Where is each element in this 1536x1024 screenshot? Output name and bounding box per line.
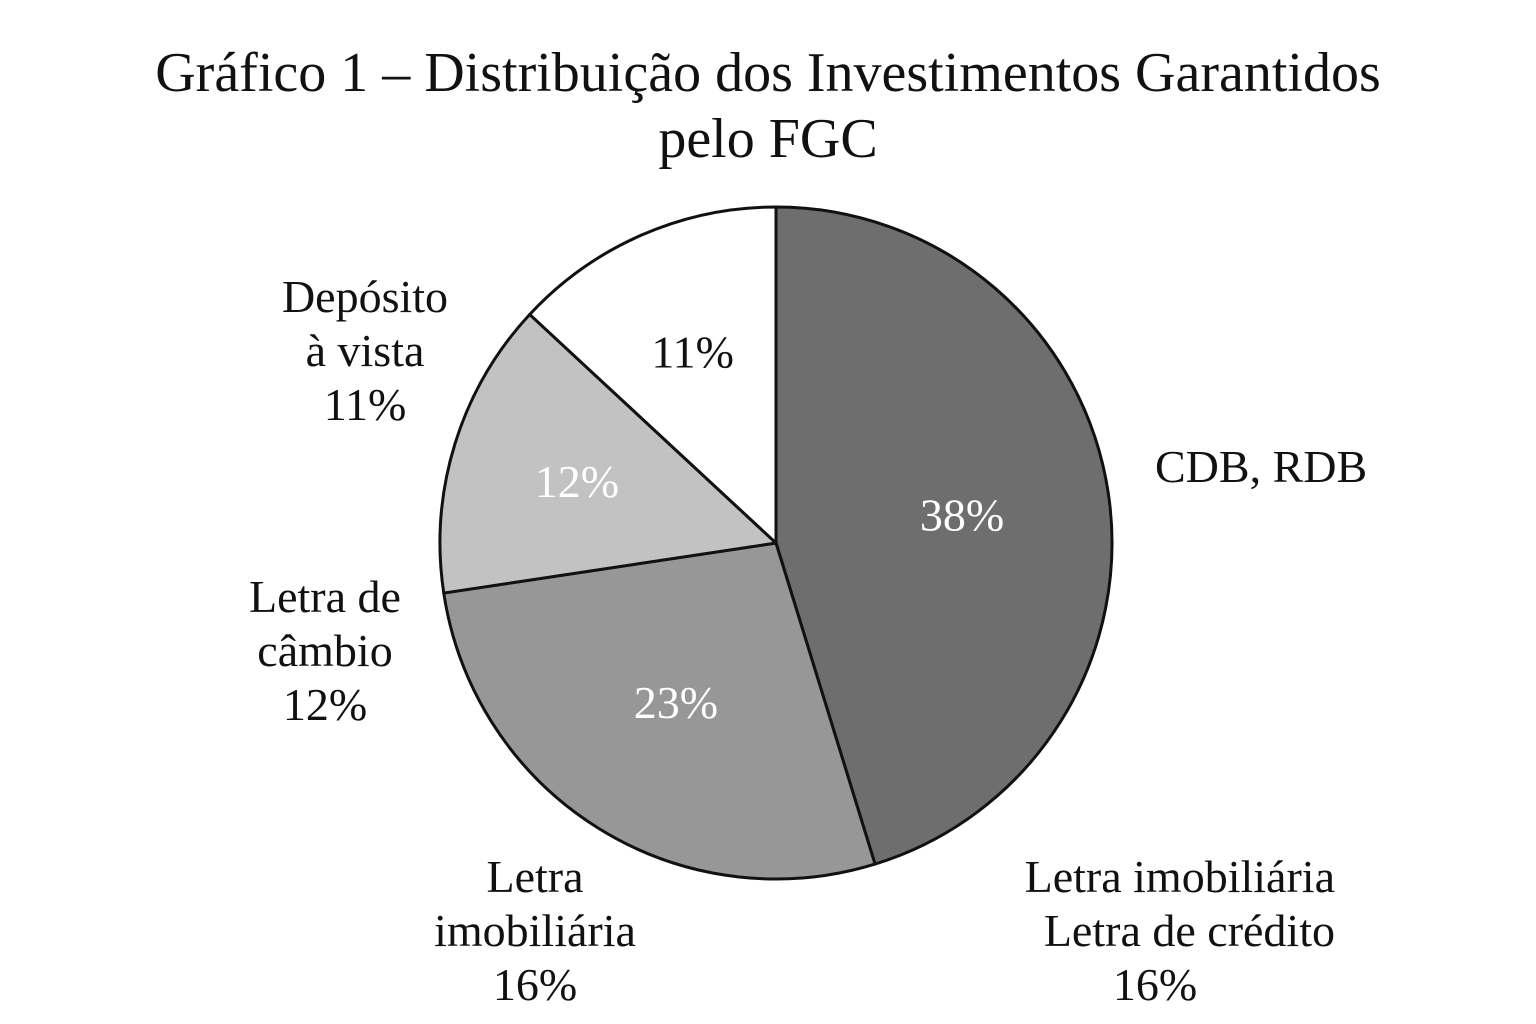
label-imob-percent: 16% xyxy=(492,959,578,1010)
pie-slice-deposito-a-vista xyxy=(528,205,778,545)
label-imob-cred-line-1: Letra imobiliária xyxy=(1024,851,1335,902)
pie-slice-value-label-cdb-rdb: 38% xyxy=(920,489,1004,540)
label-cambio-line-1: Letra de xyxy=(249,571,401,622)
label-letra-imobiliaria: Letra imobiliária 16% xyxy=(400,850,670,1012)
pie-slice-letra-de-cambio xyxy=(438,312,778,595)
pie-slice-cdb-rdb xyxy=(774,205,1114,866)
pie-slice-value-label-letra-imobiliaria: 23% xyxy=(634,677,718,728)
label-cdb-line-1: CDB, RDB xyxy=(1155,441,1368,492)
label-cambio-line-2: câmbio xyxy=(257,625,393,676)
label-deposito-line-1: Depósito xyxy=(281,271,449,322)
label-deposito-line-2: à vista xyxy=(305,325,425,376)
label-cambio-percent: 12% xyxy=(282,679,368,730)
chart-title-line-1: Gráfico 1 – Distribuição dos Investiment… xyxy=(155,42,1381,104)
label-imob-line-1: Letra xyxy=(486,851,584,902)
label-deposito-a-vista: Depósito à vista 11% xyxy=(250,270,480,432)
label-deposito-percent: 11% xyxy=(323,379,407,430)
chart-title-line-2: pelo FGC xyxy=(658,108,878,170)
label-imob-cred-percent: 16% xyxy=(1112,959,1198,1010)
label-imob-cred-line-2: Letra de crédito xyxy=(1043,905,1335,956)
label-imob-line-2: imobiliária xyxy=(434,905,636,956)
pie-slice-value-label-deposito-a-vista: 11% xyxy=(651,327,734,378)
chart-title: Gráfico 1 – Distribuição dos Investiment… xyxy=(0,40,1536,172)
pie-slice-value-label-letra-de-cambio: 12% xyxy=(535,456,619,507)
pie-slice-letra-imobiliaria xyxy=(442,541,877,881)
label-letra-imobiliaria-credito: Letra imobiliária Letra de crédito 16% xyxy=(945,850,1335,1012)
label-letra-de-cambio: Letra de câmbio 12% xyxy=(210,570,440,732)
label-cdb-rdb: CDB, RDB xyxy=(1155,440,1367,494)
